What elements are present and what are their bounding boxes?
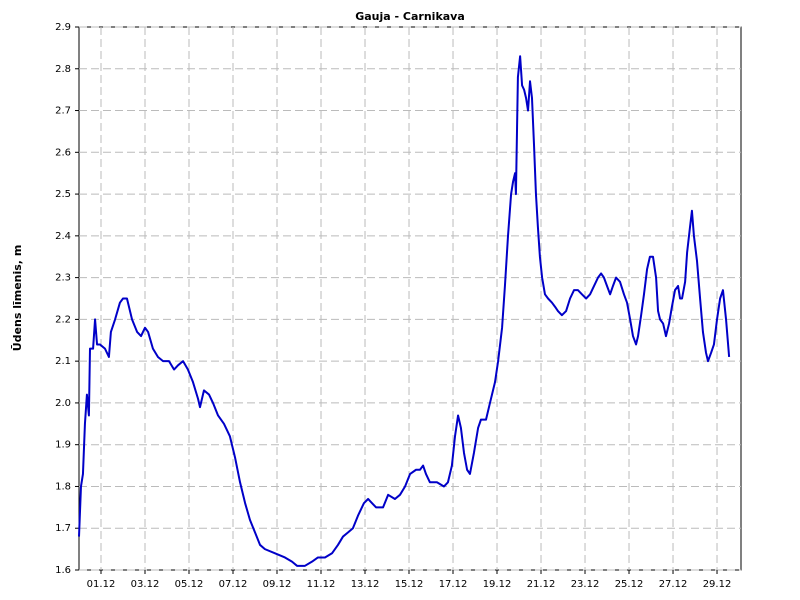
plot-area <box>78 26 742 571</box>
x-tick-label: 03.12 <box>131 579 160 590</box>
y-tick-label: 2.4 <box>55 231 71 242</box>
x-tick-label: 27.12 <box>659 579 688 590</box>
x-tick-label: 21.12 <box>527 579 556 590</box>
y-tick-label: 1.9 <box>55 440 71 451</box>
chart-title: Gauja - Carnikava <box>355 10 465 23</box>
y-tick-label: 2.5 <box>55 189 71 200</box>
y-tick-label: 2.9 <box>55 22 71 33</box>
y-tick-label: 2.6 <box>55 147 71 158</box>
x-tick-label: 09.12 <box>263 579 292 590</box>
y-tick-label: 1.8 <box>55 481 71 492</box>
x-tick-label: 23.12 <box>571 579 600 590</box>
x-tick-label: 11.12 <box>307 579 336 590</box>
x-tick-label: 15.12 <box>395 579 424 590</box>
x-tick-label: 29.12 <box>703 579 732 590</box>
y-axis-label: Ūdens līmenis, m <box>11 245 24 352</box>
x-tick-label: 19.12 <box>483 579 512 590</box>
x-tick-label: 25.12 <box>615 579 644 590</box>
x-tick-label: 13.12 <box>351 579 380 590</box>
y-tick-label: 1.6 <box>55 565 71 576</box>
y-tick-label: 2.0 <box>55 398 71 409</box>
y-tick-label: 2.8 <box>55 64 71 75</box>
x-tick-label: 01.12 <box>87 579 116 590</box>
y-tick-label: 2.3 <box>55 273 71 284</box>
x-tick-label: 07.12 <box>219 579 248 590</box>
y-tick-label: 1.7 <box>55 523 71 534</box>
data-line <box>78 55 731 567</box>
x-tick-label: 17.12 <box>439 579 468 590</box>
y-tick-label: 2.2 <box>55 314 71 325</box>
y-tick-label: 2.7 <box>55 106 71 117</box>
x-tick-label: 05.12 <box>175 579 204 590</box>
y-tick-label: 2.1 <box>55 356 71 367</box>
